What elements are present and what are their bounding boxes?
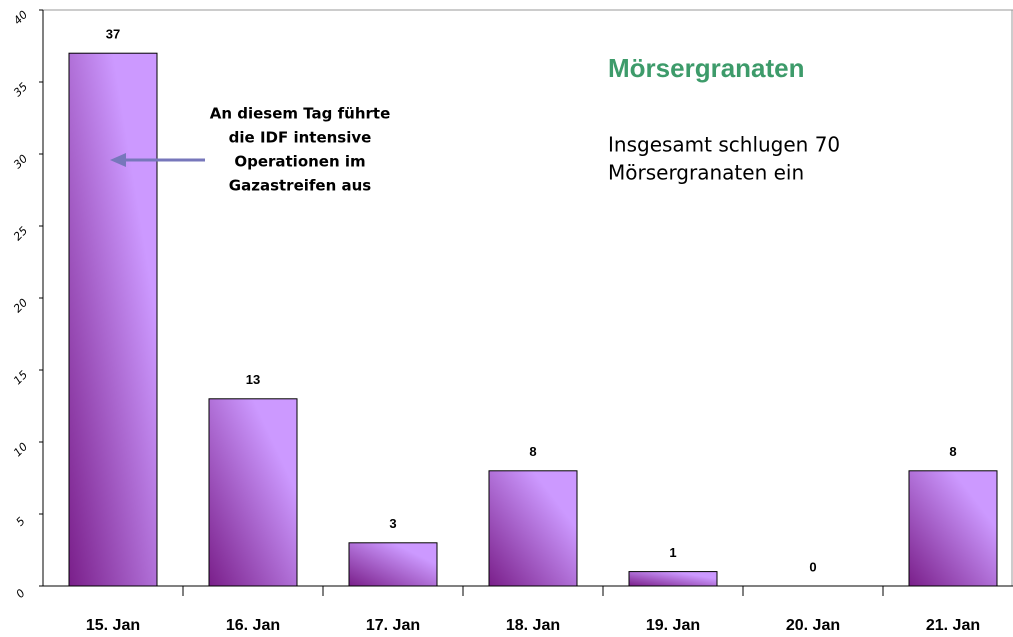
bar: [628, 571, 718, 587]
y-tick-label: 40: [11, 8, 30, 27]
annotation: An diesem Tag führte: [210, 105, 391, 123]
bar: [208, 398, 298, 587]
x-tick-label: 16. Jan: [226, 617, 280, 634]
y-tick-label: 10: [11, 440, 30, 459]
y-tick-label: 20: [11, 296, 30, 315]
y-tick-label: 30: [11, 152, 30, 171]
value-label: 13: [246, 372, 260, 387]
y-tick-label: 25: [11, 224, 30, 243]
chart-title: Mörsergranaten: [608, 53, 805, 83]
value-label: 3: [389, 516, 396, 531]
value-label: 1: [669, 545, 676, 560]
annotation: Operationen im: [234, 153, 365, 171]
annotation: die IDF intensive: [229, 129, 372, 147]
x-tick-label: 18. Jan: [506, 617, 560, 634]
bar: [488, 470, 578, 587]
y-tick-label: 0: [14, 587, 28, 601]
y-tick-label: 15: [11, 368, 30, 387]
x-tick-label: 20. Jan: [786, 617, 840, 634]
annotation: Gazastreifen aus: [229, 177, 371, 195]
value-label: 0: [809, 559, 816, 574]
y-tick-label: 35: [11, 80, 30, 99]
value-label: 37: [106, 27, 120, 42]
x-tick-label: 19. Jan: [646, 617, 700, 634]
subtitle: Insgesamt schlugen 70: [608, 133, 840, 157]
bar: [348, 542, 438, 587]
bar: [68, 52, 158, 587]
value-label: 8: [529, 444, 536, 459]
bar: [908, 470, 998, 587]
value-label: 8: [949, 444, 956, 459]
subtitle: Mörsergranaten ein: [608, 161, 804, 185]
y-tick-label: 5: [14, 515, 28, 529]
arrow-head: [110, 153, 126, 167]
x-tick-label: 21. Jan: [926, 617, 980, 634]
x-tick-label: 17. Jan: [366, 617, 420, 634]
x-tick-label: 15. Jan: [86, 617, 140, 634]
